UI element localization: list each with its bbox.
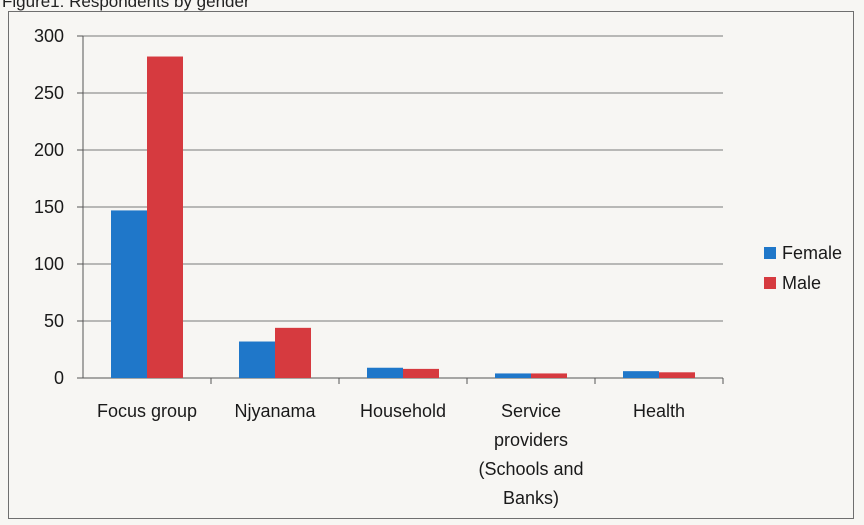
chart-legend: Female Male bbox=[764, 238, 842, 298]
y-tick-label: 100 bbox=[34, 254, 64, 274]
bar-female bbox=[111, 210, 147, 378]
bar-male bbox=[531, 373, 567, 378]
x-category-label-line: Banks) bbox=[503, 488, 559, 508]
y-tick-label: 200 bbox=[34, 140, 64, 160]
bar-female bbox=[495, 373, 531, 378]
bar-male bbox=[403, 368, 439, 378]
x-category-label-line: Focus group bbox=[97, 401, 197, 421]
x-category-label: Focus group bbox=[97, 401, 197, 421]
bar-female bbox=[623, 371, 659, 378]
legend-item-male: Male bbox=[764, 268, 842, 298]
legend-swatch bbox=[764, 277, 776, 289]
y-tick-label: 300 bbox=[34, 26, 64, 46]
x-category-label-line: Household bbox=[360, 401, 446, 421]
bar-female bbox=[367, 367, 403, 378]
x-category-label-line: providers bbox=[494, 430, 568, 450]
bar-male bbox=[659, 372, 695, 378]
y-tick-label: 250 bbox=[34, 83, 64, 103]
y-tick-label: 0 bbox=[54, 368, 64, 388]
x-category-label: Njyanama bbox=[234, 401, 316, 421]
y-tick-label: 50 bbox=[44, 311, 64, 331]
legend-item-female: Female bbox=[764, 238, 842, 268]
x-category-label: Household bbox=[360, 401, 446, 421]
x-category-label-line: (Schools and bbox=[478, 459, 583, 479]
bar-male bbox=[147, 56, 183, 379]
x-category-label: Service providers (Schools and Banks) bbox=[478, 401, 583, 508]
y-tick-label: 150 bbox=[34, 197, 64, 217]
legend-swatch bbox=[764, 247, 776, 259]
x-category-label-line: Health bbox=[633, 401, 685, 421]
figure-caption: Figure1: Respondents by gender bbox=[2, 0, 250, 11]
x-category-label: Health bbox=[633, 401, 685, 421]
legend-label: Female bbox=[782, 242, 843, 263]
bar-female bbox=[239, 341, 275, 378]
bar-male bbox=[275, 327, 311, 378]
x-category-label-line: Njyanama bbox=[234, 401, 316, 421]
chart-frame bbox=[8, 11, 854, 519]
legend-label: Male bbox=[782, 272, 822, 293]
x-category-label-line: Service bbox=[501, 401, 561, 421]
